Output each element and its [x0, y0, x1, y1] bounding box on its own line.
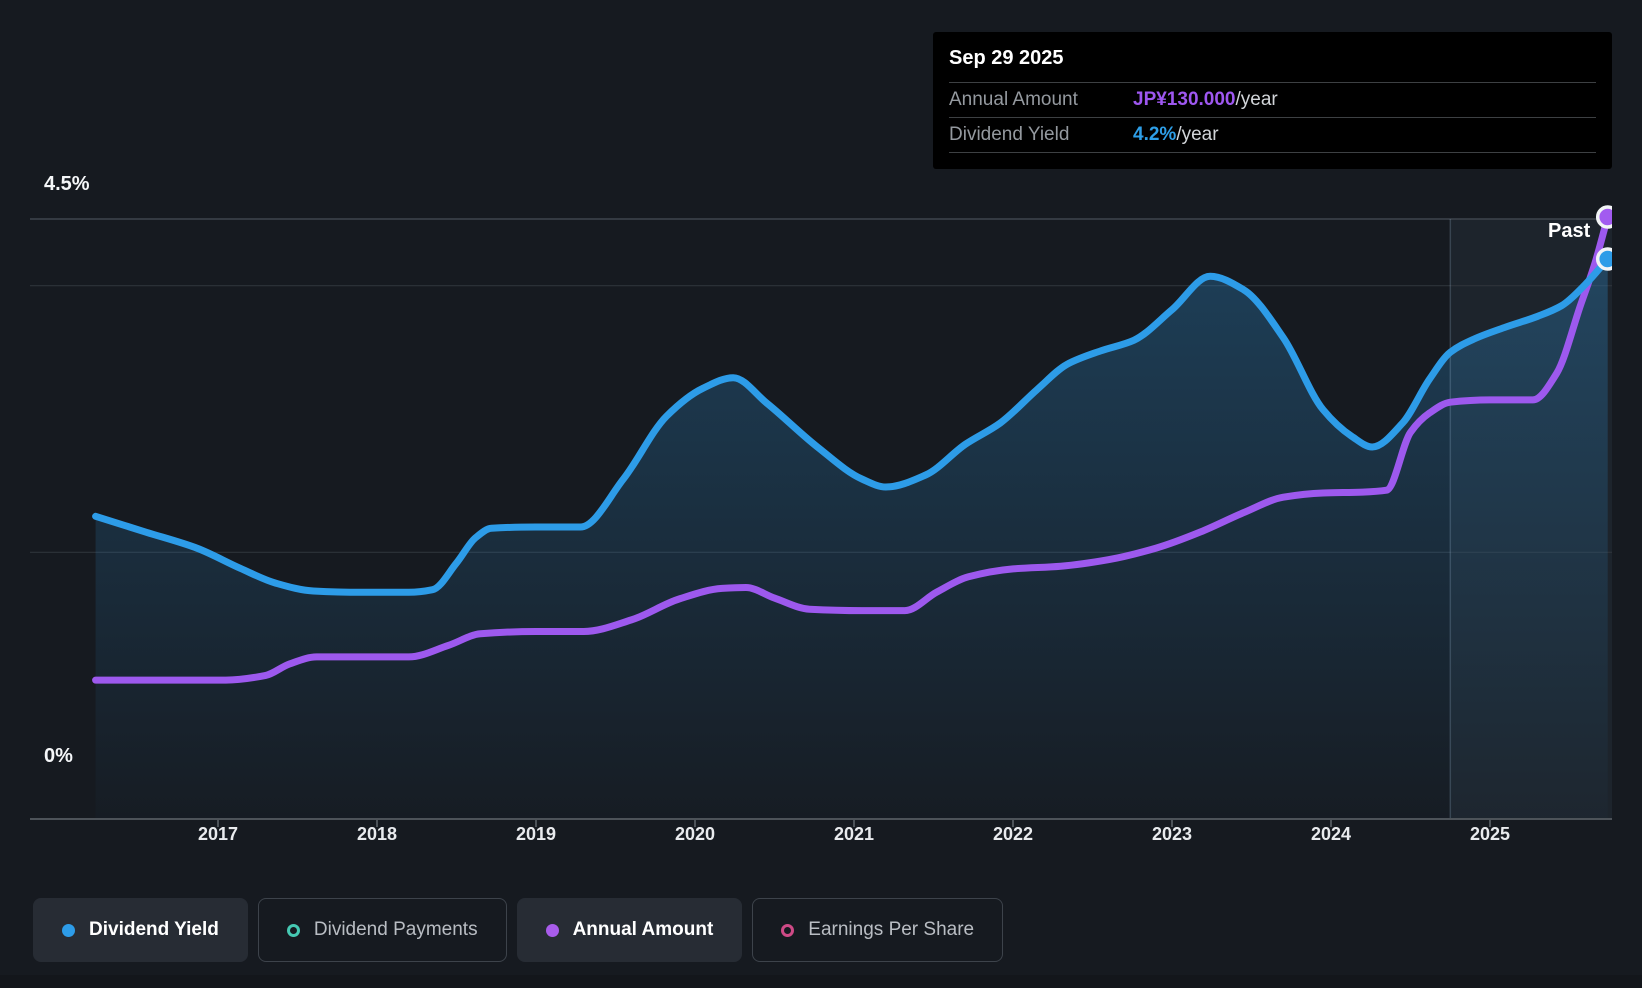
end-markers — [1595, 205, 1612, 271]
tooltip-value-amount: JP¥130.000 — [1133, 89, 1236, 110]
end-marker-dividend-yield — [1595, 247, 1612, 271]
x-tick-label-2021: 2021 — [833, 824, 875, 844]
tooltip-value-yield: 4.2% — [1133, 124, 1177, 145]
tooltip-date: Sep 29 2025 — [949, 32, 1596, 83]
tooltip-row-annual-amount: Annual Amount JP¥130.000/year — [949, 83, 1596, 118]
footer-strip — [0, 975, 1642, 988]
chart-tooltip: Sep 29 2025 Annual Amount JP¥130.000/yea… — [933, 32, 1612, 169]
filled-dot-icon — [62, 923, 75, 937]
end-marker-annual-amount — [1595, 205, 1612, 229]
ring-dot-icon — [781, 923, 795, 937]
y-axis-top-label: 4.5% — [44, 173, 90, 195]
filled-dot-icon — [545, 923, 559, 937]
legend-label: Earnings Per Share — [808, 919, 975, 940]
x-tick-label-2022: 2022 — [992, 824, 1034, 844]
dividend-yield-line — [92, 255, 1612, 596]
tooltip-row-dividend-yield: Dividend Yield 4.2%/year — [949, 118, 1596, 153]
x-tick-label-2018: 2018 — [356, 824, 398, 844]
legend-annual-amount[interactable]: Annual Amount — [516, 898, 743, 962]
tooltip-label: Annual Amount — [949, 89, 1078, 110]
legend-label: Dividend Yield — [89, 919, 219, 940]
x-tick-label-2025: 2025 — [1469, 824, 1511, 844]
past-annotation: Past — [1548, 220, 1591, 242]
annual-amount-line — [92, 213, 1612, 684]
x-tick-label-2019: 2019 — [515, 824, 557, 844]
yield-area-fill — [95, 259, 1608, 819]
x-axis — [30, 818, 1612, 827]
tooltip-suffix: /year — [1176, 124, 1219, 145]
x-tick-label-2020: 2020 — [674, 824, 716, 844]
legend: Dividend Yield Dividend Payments Annual Am… — [33, 898, 1004, 962]
y-axis-bottom-label: 0% — [44, 745, 73, 767]
tooltip-suffix: /year — [1235, 89, 1278, 110]
ring-dot-icon — [286, 923, 300, 937]
x-tick-label-2023: 2023 — [1151, 824, 1193, 844]
legend-dividend-yield[interactable]: Dividend Yield — [33, 898, 248, 962]
x-tick-label-2017: 2017 — [197, 824, 239, 844]
legend-dividend-payments[interactable]: Dividend Payments — [257, 898, 507, 962]
legend-label: Dividend Payments — [313, 919, 478, 940]
tooltip-label: Dividend Yield — [949, 124, 1070, 145]
legend-label: Annual Amount — [572, 919, 714, 940]
x-tick-label-2024: 2024 — [1310, 824, 1352, 844]
legend-earnings-per-share[interactable]: Earnings Per Share — [752, 898, 1004, 962]
